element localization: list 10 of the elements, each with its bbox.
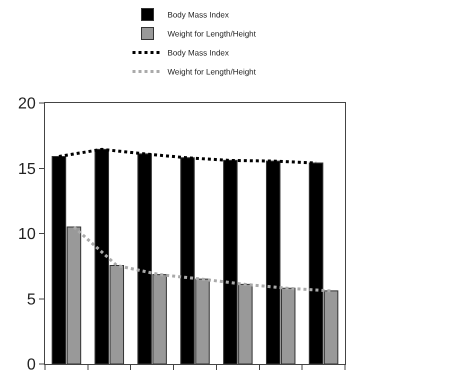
legend-label: Weight for Length/Height [168, 30, 257, 39]
y-tick-label: 10 [18, 226, 36, 244]
line-series [72, 225, 333, 292]
legend-label: Body Mass Index [168, 10, 229, 20]
y-tick-label: 0 [26, 356, 36, 374]
y-tick-label: 15 [18, 160, 36, 178]
legend-label: Body Mass Index [168, 48, 229, 58]
legend-label: Weight for Length/Height [168, 68, 257, 77]
y-tick-label: 5 [26, 291, 36, 308]
y-tick-label: 20 [18, 96, 36, 113]
